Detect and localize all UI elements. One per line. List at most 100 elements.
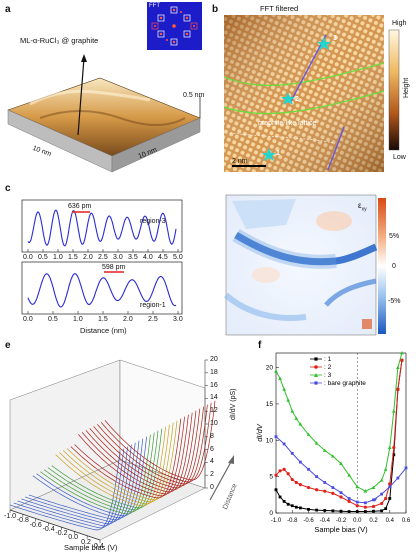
data-point bbox=[396, 476, 400, 480]
data-point bbox=[363, 505, 367, 509]
spectrum-curve bbox=[74, 416, 185, 497]
data-point bbox=[331, 486, 335, 489]
marker-2-label: 2 bbox=[295, 96, 299, 103]
data-point bbox=[274, 369, 278, 373]
data-point bbox=[282, 467, 286, 471]
data-point bbox=[347, 473, 351, 477]
data-point bbox=[282, 499, 286, 503]
data-point bbox=[331, 491, 335, 495]
scale-bar-label: 2 nm bbox=[232, 158, 248, 165]
panel-e-zlabel: dI/dV (pS) bbox=[230, 388, 237, 420]
data-point bbox=[347, 499, 351, 503]
data-point bbox=[380, 509, 384, 513]
colorbar-title: Height bbox=[403, 77, 410, 98]
panel-e-xlabel: Sample bias (V) bbox=[64, 543, 118, 552]
spectrum-curve bbox=[100, 402, 212, 483]
data-point bbox=[294, 416, 299, 420]
plot-frame bbox=[275, 352, 407, 514]
panel-e-z-tick-label: 2 bbox=[210, 471, 214, 479]
spectrum-curve bbox=[62, 422, 174, 503]
data-point bbox=[322, 448, 327, 452]
y-tick-label: 0 bbox=[269, 510, 273, 517]
data-point bbox=[363, 489, 368, 493]
data-point bbox=[315, 475, 319, 479]
data-point bbox=[290, 451, 294, 455]
data-point bbox=[387, 445, 392, 449]
data-point bbox=[286, 472, 290, 476]
panel-e-x-tick-label: -1.0 bbox=[4, 513, 17, 520]
data-point bbox=[286, 398, 290, 402]
panel-e-z-tick-label: 10 bbox=[210, 420, 218, 427]
data-point bbox=[384, 507, 388, 511]
panel-a-height-scale: 0.5 nm bbox=[183, 92, 205, 99]
panel-c-xlabel: Distance (nm) bbox=[80, 326, 127, 335]
data-point bbox=[278, 376, 282, 380]
data-point bbox=[388, 485, 392, 489]
data-point bbox=[298, 506, 302, 510]
x-axis-label: Sample bias (V) bbox=[314, 525, 368, 534]
data-point bbox=[396, 387, 400, 391]
panel-e-z-tick-label: 0 bbox=[210, 484, 214, 491]
spectrum-curve bbox=[55, 426, 166, 507]
panel-e-z-tick-label: 18 bbox=[210, 368, 218, 376]
fft-inset-label: FFT bbox=[149, 3, 160, 9]
data-point bbox=[331, 454, 335, 458]
data-point bbox=[400, 358, 404, 362]
data-point bbox=[339, 509, 343, 513]
x-tick-label: -0.4 bbox=[320, 518, 331, 524]
panel-e-z-tick-label: 14 bbox=[210, 394, 218, 402]
panel-f-letter: f bbox=[258, 340, 262, 351]
spectrum-curve bbox=[93, 406, 204, 487]
data-point bbox=[400, 351, 404, 355]
panel-e-z-tick-label: 6 bbox=[210, 445, 214, 453]
marker-3-label: 3 bbox=[333, 35, 337, 42]
panel-a-material-label: ML-α-RuCl₃ @ graphite bbox=[20, 36, 99, 45]
min-marker bbox=[373, 498, 378, 502]
series-line-0 bbox=[275, 360, 403, 512]
panel-c-top-tick-label: 0.5 bbox=[38, 254, 48, 261]
panel-e-x-tick-label: -0.6 bbox=[29, 521, 42, 529]
fft-inset bbox=[147, 2, 202, 50]
spectrum-curve bbox=[59, 424, 170, 505]
panel-c-bottom-tick-label: 1.5 bbox=[98, 316, 108, 323]
panel-c-top-tick-label: 4.5 bbox=[158, 254, 168, 261]
panel-c-bottom-tick-label: 2.0 bbox=[123, 316, 133, 323]
panel-c-top-tick-label: 2.5 bbox=[98, 254, 108, 261]
data-point bbox=[315, 488, 319, 492]
y-tick-label: 10 bbox=[266, 437, 274, 444]
data-point bbox=[404, 466, 408, 470]
spectrum-curve bbox=[28, 440, 140, 521]
panel-c-top-tick-label: 0.0 bbox=[23, 254, 33, 261]
data-point bbox=[298, 422, 303, 426]
data-point bbox=[380, 501, 384, 506]
spectrum-curve bbox=[51, 428, 163, 509]
data-point bbox=[290, 409, 295, 413]
data-point bbox=[371, 485, 376, 489]
data-point bbox=[290, 477, 294, 482]
strain-tick-minus5: -5% bbox=[388, 298, 401, 305]
panel-e-x-tick-label: 0.2 bbox=[81, 538, 91, 546]
data-point bbox=[347, 497, 351, 500]
panel-e-z-tick-label: 12 bbox=[210, 407, 218, 415]
panel-e-x-tick-label: 0.0 bbox=[68, 534, 79, 542]
data-point bbox=[380, 492, 384, 496]
panel-c-letter: c bbox=[5, 183, 11, 194]
spectrum-curve bbox=[21, 444, 132, 525]
panel-c-top-tick-label: 3.5 bbox=[128, 254, 138, 261]
panel-c-bottom-region: region-1 bbox=[140, 302, 166, 309]
spectrum-curve bbox=[66, 420, 178, 501]
spectrum-curve bbox=[70, 418, 182, 499]
data-point bbox=[372, 509, 375, 513]
data-point bbox=[282, 442, 286, 446]
data-point bbox=[371, 504, 376, 509]
panel-a-letter: a bbox=[5, 4, 11, 15]
spectrum-curve bbox=[25, 442, 136, 523]
panel-e-x-tick-label: -0.2 bbox=[55, 530, 68, 538]
panel-c-bottom-annotation: 598 pm bbox=[102, 264, 126, 271]
height-colorbar bbox=[388, 29, 400, 151]
data-point bbox=[388, 497, 392, 500]
spectrum-curve bbox=[43, 432, 155, 513]
x-tick-label: 0.0 bbox=[353, 518, 362, 524]
marker-1-label: 1 bbox=[276, 150, 280, 157]
spectrum-curve bbox=[17, 446, 128, 527]
